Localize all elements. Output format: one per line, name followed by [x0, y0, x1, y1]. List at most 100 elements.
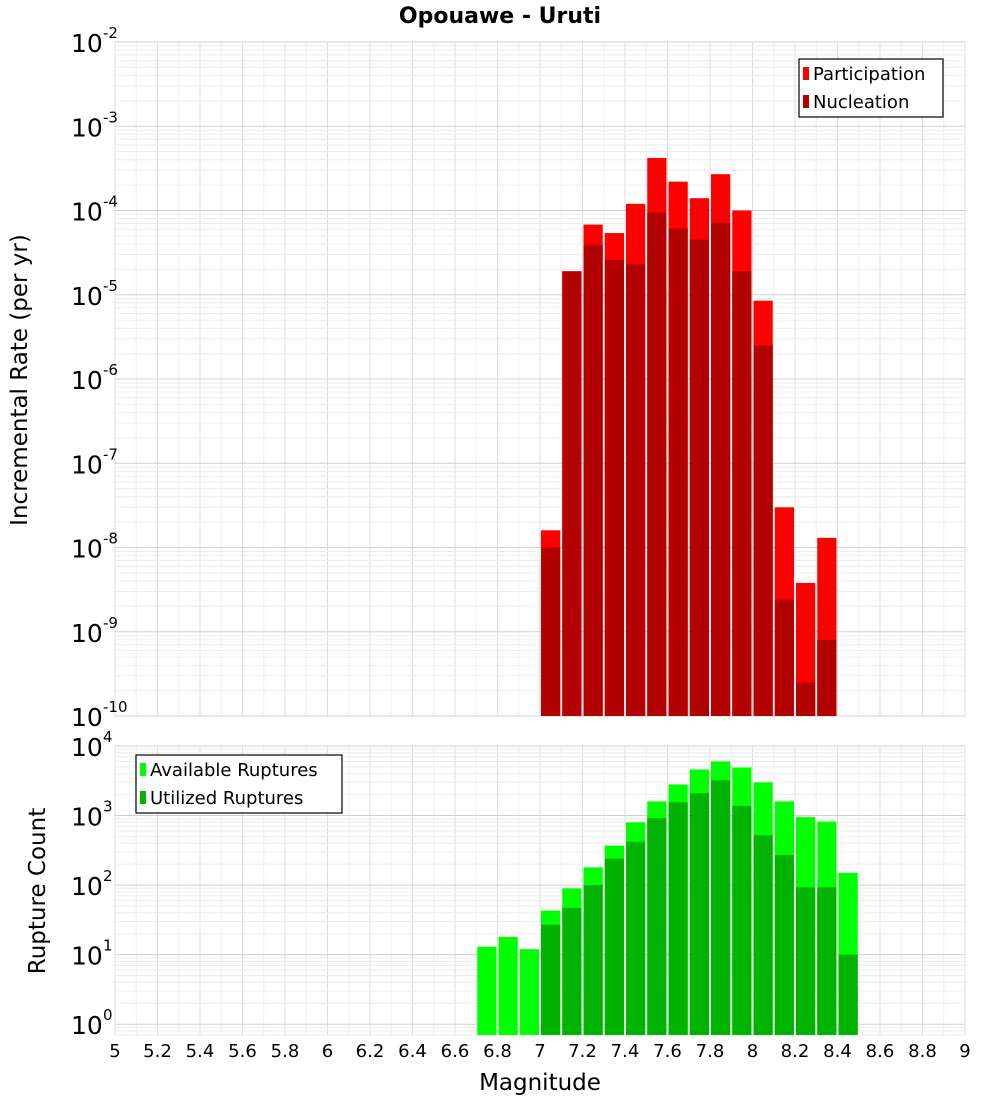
x-tick-label: 6: [322, 1041, 333, 1062]
bottom-y-tick-label: 10: [71, 733, 103, 762]
x-tick-label: 7.8: [696, 1041, 725, 1062]
x-tick-label: 7.6: [653, 1041, 682, 1062]
top-grid: [114, 41, 966, 717]
top-y-tick-exponent: -6: [103, 361, 118, 379]
top-y-tick-exponent: -7: [103, 445, 118, 463]
bottom-bar-utilized-ruptures: [562, 907, 582, 1035]
x-tick-label: 6.4: [398, 1041, 427, 1062]
utilized-ruptures-legend-label: Utilized Ruptures: [150, 788, 303, 809]
x-tick-label: 7: [534, 1041, 545, 1062]
bottom-bar-utilized-ruptures: [796, 887, 816, 1035]
top-bar-nucleation: [732, 271, 752, 716]
top-y-tick-label: 10: [71, 282, 103, 311]
bottom-bar-utilized-ruptures: [817, 887, 837, 1035]
participation-legend-swatch: [803, 67, 809, 80]
top-legend-box: [798, 58, 944, 118]
bottom-y-axis-label: Rupture Count: [25, 808, 51, 974]
x-tick-label: 7.2: [568, 1041, 597, 1062]
top-y-axis-label: Incremental Rate (per yr): [7, 234, 33, 526]
top-bar-nucleation: [689, 239, 709, 716]
available-ruptures-legend-swatch: [140, 763, 146, 776]
bottom-y-tick-exponent: 0: [103, 1006, 113, 1024]
top-bar-nucleation: [647, 212, 667, 717]
bottom-y-tick-label: 10: [71, 942, 103, 971]
bottom-bar-utilized-ruptures: [541, 924, 561, 1035]
top-y-tick-exponent: -5: [103, 277, 118, 295]
top-y-tick-label: 10: [71, 366, 103, 395]
bottom-bar-utilized-ruptures: [604, 858, 624, 1035]
utilized-ruptures-legend-swatch: [140, 791, 146, 804]
x-tick-label: 5: [109, 1041, 120, 1062]
x-tick-label: 8: [747, 1041, 758, 1062]
top-y-tick-exponent: -8: [103, 530, 118, 548]
top-bar-nucleation: [796, 682, 816, 716]
chart-title: Opouawe - Uruti: [399, 4, 601, 29]
x-tick-label: 5.4: [186, 1041, 215, 1062]
bottom-bar-utilized-ruptures: [732, 805, 752, 1035]
x-tick-label: 9: [959, 1041, 970, 1062]
bottom-y-tick-label: 10: [71, 872, 103, 901]
top-bar-nucleation: [711, 223, 731, 716]
x-tick-label: 5.6: [228, 1041, 257, 1062]
bottom-bar-utilized-ruptures: [689, 793, 709, 1035]
bottom-bar-utilized-ruptures: [711, 780, 731, 1035]
bottom-bar-available-ruptures: [498, 936, 518, 1035]
top-bar-nucleation: [626, 264, 646, 716]
bottom-legend-box: [135, 754, 343, 814]
top-bar-nucleation: [817, 639, 837, 716]
top-bar-nucleation: [774, 599, 794, 716]
bottom-y-tick-exponent: 3: [103, 798, 113, 816]
top-y-tick-exponent: -4: [103, 193, 118, 211]
bottom-bar-utilized-ruptures: [668, 802, 688, 1035]
top-bar-nucleation: [541, 547, 561, 716]
top-y-tick-label: 10: [71, 113, 103, 142]
top-y-tick-label: 10: [71, 535, 103, 564]
bottom-legend: Available Ruptures Utilized Ruptures: [135, 754, 343, 814]
bottom-y-tick-exponent: 2: [103, 867, 113, 885]
x-axis-label: Magnitude: [479, 1070, 601, 1096]
top-y-tick-exponent: -9: [103, 614, 118, 632]
top-y-tick-exponent: -10: [103, 698, 128, 716]
bottom-grid: [114, 745, 966, 1036]
bottom-bar-utilized-ruptures: [626, 841, 646, 1035]
x-tick-label: 6.8: [483, 1041, 512, 1062]
nucleation-legend-swatch: [803, 95, 809, 108]
top-bar-nucleation: [562, 271, 582, 716]
x-tick-label: 8.4: [823, 1041, 852, 1062]
x-tick-label: 7.4: [611, 1041, 640, 1062]
top-bar-nucleation: [753, 345, 773, 716]
top-bars: [541, 157, 837, 717]
bottom-bar-utilized-ruptures: [774, 855, 794, 1035]
bottom-bar-available-ruptures: [519, 949, 539, 1035]
top-y-tick-exponent: -2: [103, 24, 118, 42]
bottom-bar-utilized-ruptures: [753, 835, 773, 1035]
participation-legend-label: Participation: [813, 64, 925, 85]
x-tick-label: 5.8: [271, 1041, 300, 1062]
bottom-bar-utilized-ruptures: [647, 818, 667, 1035]
top-bar-nucleation: [604, 259, 624, 716]
x-tick-label: 8.2: [781, 1041, 810, 1062]
bottom-y-tick-label: 10: [71, 1011, 103, 1040]
top-y-tick-label: 10: [71, 619, 103, 648]
bottom-y-tick-exponent: 4: [103, 728, 113, 746]
bottom-y-tick-label: 10: [71, 803, 103, 832]
top-legend: Participation Nucleation: [798, 58, 944, 118]
top-y-tick-label: 10: [71, 703, 103, 732]
available-ruptures-legend-label: Available Ruptures: [150, 760, 318, 781]
x-tick-label: 5.2: [143, 1041, 172, 1062]
top-y-tick-label: 10: [71, 29, 103, 58]
x-tick-label: 6.2: [356, 1041, 385, 1062]
x-ticks: 5 5.2 5.4 5.6 5.8 6 6.2 6.4 6.6 6.8 7 7.2 7.4 7.6 7.8 8…: [109, 1041, 970, 1062]
top-y-tick-label: 10: [71, 450, 103, 479]
top-bar-nucleation: [668, 228, 688, 716]
nucleation-legend-label: Nucleation: [813, 92, 909, 113]
bottom-bar-available-ruptures: [477, 946, 497, 1035]
x-tick-label: 8.6: [866, 1041, 895, 1062]
top-bar-nucleation: [583, 244, 603, 716]
top-y-tick-label: 10: [71, 198, 103, 227]
bottom-bar-utilized-ruptures: [838, 954, 858, 1035]
